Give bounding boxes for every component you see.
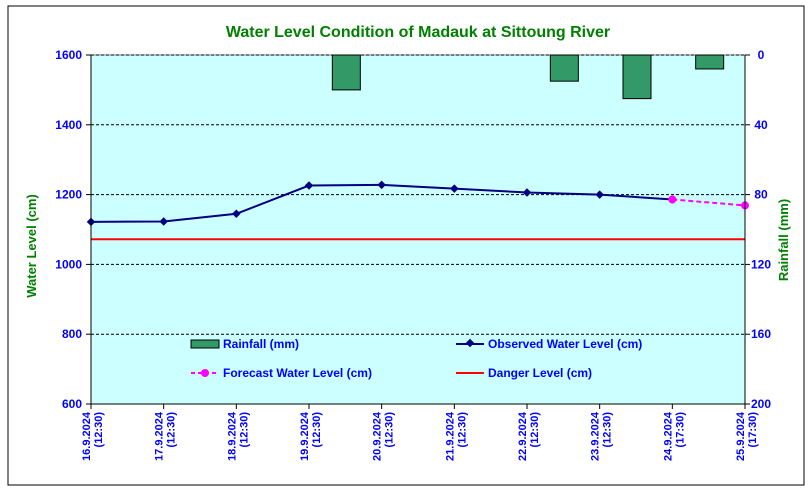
- observed-point: [159, 217, 168, 226]
- observed-point: [450, 184, 459, 193]
- rainfall-bar: [549, 54, 579, 82]
- x-tick-label-time: (12:30): [456, 412, 468, 448]
- x-tick-label-date: 24.9.2024: [662, 411, 674, 461]
- y-left-tick-label: 1000: [55, 257, 82, 271]
- forecast-point: [668, 195, 677, 204]
- gridlines: [91, 54, 745, 335]
- legend-forecast-marker: [201, 369, 209, 377]
- x-tick-label-date: 25.9.2024: [735, 411, 747, 461]
- legend-rainfall-swatch: [190, 339, 220, 349]
- rainfall-bar: [331, 54, 361, 91]
- x-tick-label-date: 16.9.2024: [81, 411, 93, 461]
- x-tick-label-time: (12:30): [93, 412, 105, 448]
- y-right-tick-label: 40: [754, 118, 768, 132]
- y-left-tick-label: 1600: [55, 48, 82, 62]
- legend-danger-label: Danger Level (cm): [488, 366, 592, 380]
- x-tick-label-date: 18.9.2024: [226, 411, 238, 461]
- legend-observed-label: Observed Water Level (cm): [488, 337, 642, 351]
- x-tick-label-time: (12:30): [529, 412, 541, 448]
- forecast-line: [672, 198, 746, 207]
- y-right-tick-label: 160: [751, 327, 771, 341]
- x-tick-label-time: (12:30): [384, 412, 396, 448]
- x-tick-label-time: (17:30): [747, 412, 759, 448]
- x-tick-label-time: (12:30): [238, 412, 250, 448]
- observed-point: [304, 181, 314, 190]
- y-right-tick-label: 80: [754, 188, 768, 202]
- x-tick-label-time: (12:30): [311, 412, 323, 448]
- y-right-tick-label: 0: [758, 48, 765, 62]
- plot-area: [90, 54, 746, 405]
- rainfall-bar: [695, 54, 725, 70]
- rainfall-bar: [622, 54, 652, 100]
- rainfall-bars: [331, 54, 725, 100]
- y-right-tick-label: 120: [751, 257, 771, 271]
- x-tick-label-time: (17:30): [674, 412, 686, 448]
- x-tick-label-date: 19.9.2024: [299, 411, 311, 461]
- x-tick-label-time: (12:30): [602, 412, 614, 448]
- x-tick-label-time: (12:30): [166, 412, 178, 448]
- y-axis-left-label: Water Level (cm): [24, 194, 39, 298]
- legend-observed-marker: [465, 338, 475, 348]
- x-tick-label-date: 17.9.2024: [154, 411, 166, 461]
- y-axis-right-label: Rainfall (mm): [776, 199, 791, 281]
- observed-water-level-series: [86, 180, 677, 227]
- y-right-tick-label: 200: [751, 397, 771, 411]
- y-left-tick-label: 600: [62, 397, 82, 411]
- x-tick-label-date: 21.9.2024: [444, 411, 456, 461]
- legend-rainfall-label: Rainfall (mm): [223, 337, 299, 351]
- y-left-tick-label: 1400: [55, 118, 82, 132]
- observed-point: [377, 180, 386, 190]
- y-left-tick-label: 1200: [55, 188, 82, 202]
- legend-forecast-label: Forecast Water Level (cm): [223, 366, 372, 380]
- x-tick-label-date: 22.9.2024: [517, 411, 529, 461]
- observed-point: [232, 209, 241, 219]
- x-tick-label-date: 23.9.2024: [590, 411, 602, 461]
- axes: 600 800 1000 1200 1400 1600 200 160 120 80 40 0 16.9…: [55, 48, 771, 461]
- legend: Rainfall (mm) Observed Water Level (cm) …: [190, 337, 642, 380]
- y-left-tick-label: 800: [62, 327, 82, 341]
- x-tick-label-date: 20.9.2024: [372, 411, 384, 461]
- chart-title: Water Level Condition of Madauk at Sitto…: [226, 24, 610, 41]
